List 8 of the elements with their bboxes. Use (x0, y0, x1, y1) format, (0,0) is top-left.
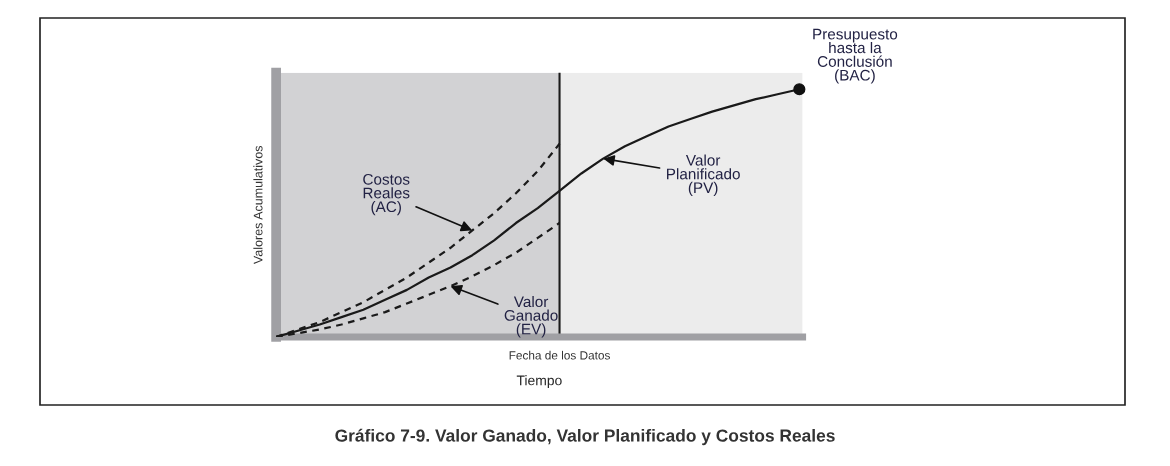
annotation: Valor Planificado (PV) (667, 154, 740, 197)
text: Gráfico 7-9. Valor Ganado, Valor Planificado y Costos Reales (335, 428, 835, 446)
text: Presupuesto hasta la Conclusión (BAC) (813, 28, 898, 84)
y-axis-title: Valores Acumulativos (253, 145, 263, 265)
annotation: Valor Ganado (EV) (504, 295, 558, 338)
x-axis-title: Tiempo (516, 375, 562, 389)
annotation: Costos Reales (AC) (363, 173, 410, 216)
text: Fecha de los Datos (509, 350, 610, 360)
